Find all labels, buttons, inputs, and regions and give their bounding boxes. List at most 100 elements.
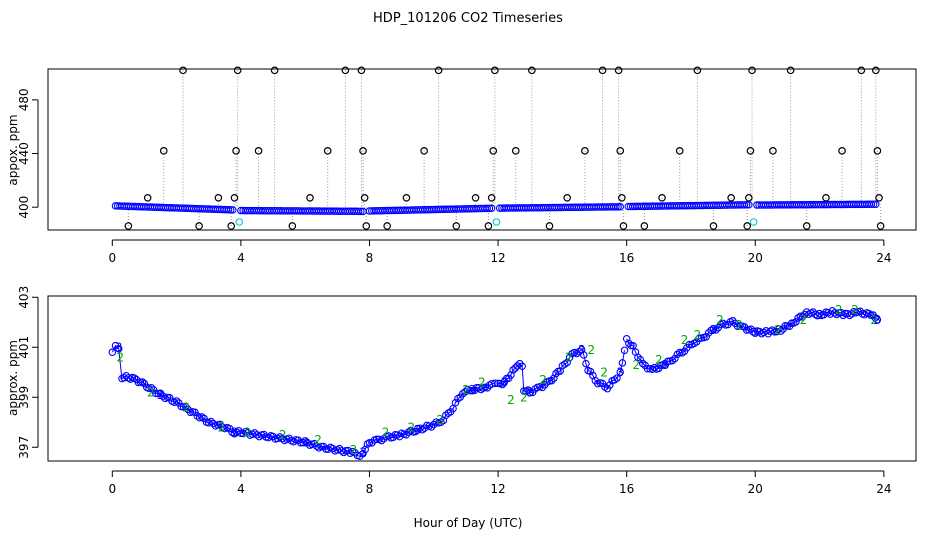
bottom-main-marker: 3 — [661, 358, 669, 372]
top-outlier-point — [876, 222, 885, 230]
bottom-x-tick-label: 4 — [237, 482, 245, 496]
top-y-tick-label: 440 — [17, 142, 31, 165]
top-outlier-point — [341, 66, 350, 75]
bottom-data-point — [620, 346, 629, 355]
bottom-data-point — [625, 339, 633, 348]
bottom-data-point — [847, 310, 856, 318]
bottom-data-point — [702, 333, 710, 341]
top-outlier-point — [484, 222, 493, 230]
bottom-data-point — [638, 359, 647, 368]
bottom-data-point — [622, 334, 631, 343]
bottom-data-point — [114, 344, 123, 353]
bottom-data-point — [276, 433, 284, 441]
top-outlier-point — [581, 147, 589, 155]
bottom-data-point — [526, 388, 534, 397]
bottom-data-point — [509, 366, 517, 374]
panel-top: 0 4 8 12 16 20 24 400 440 480 appox. ppm — [6, 66, 917, 265]
bottom-y-tick-label: 397 — [17, 436, 31, 459]
bottom-data-point — [634, 353, 642, 362]
bottom-data-point — [865, 309, 873, 318]
bottom-main-marker: 3 — [231, 425, 239, 439]
top-outlier-point — [270, 66, 279, 75]
bottom-main-marker: 3 — [469, 383, 477, 397]
bottom-x-tick-label: 20 — [748, 482, 763, 496]
bottom-data-point — [138, 378, 147, 386]
bottom-data-point — [372, 435, 381, 444]
bottom-data-point — [845, 311, 854, 320]
bottom-data-point — [147, 383, 156, 392]
bottom-data-point — [299, 438, 307, 447]
bottom-data-point — [491, 379, 499, 388]
top-outlier-point — [452, 222, 461, 230]
top-plot-frame — [47, 68, 917, 231]
top-outlier-point — [675, 147, 684, 155]
top-outlier-point — [802, 222, 811, 230]
bottom-main-marker: 3 — [157, 388, 165, 402]
bottom-alt-marker: 2 — [774, 323, 782, 337]
top-outlier-point — [362, 222, 371, 230]
bottom-data-point — [775, 325, 783, 333]
top-outlier-point — [511, 147, 520, 155]
bottom-main-marker: 3 — [301, 435, 309, 449]
bottom-data-point — [430, 420, 438, 429]
top-data-point — [483, 204, 491, 213]
bottom-alt-marker: 2 — [117, 350, 125, 364]
bottom-data-point — [451, 398, 460, 407]
bottom-data-point — [461, 388, 469, 396]
bottom-main-marker: 3 — [115, 340, 123, 354]
top-flagged-point — [749, 218, 758, 226]
top-outlier-point — [159, 147, 168, 155]
top-outlier-point — [357, 66, 366, 75]
bottom-alt-marker: 2 — [800, 313, 808, 327]
top-outlier-point — [233, 66, 242, 75]
bottom-data-point — [264, 433, 273, 442]
top-outlier-point — [748, 66, 756, 75]
bottom-alt-marker: 2 — [478, 375, 486, 389]
bottom-data-point — [427, 423, 436, 431]
top-outlier-point — [746, 147, 755, 155]
bottom-data-point — [661, 361, 669, 369]
bottom-data-point — [193, 412, 202, 420]
bottom-alt-marker: 2 — [565, 350, 573, 364]
top-outlier-point — [402, 194, 411, 202]
bottom-main-marker: 3 — [501, 375, 509, 389]
top-data-point — [614, 203, 622, 211]
top-outlier-point — [872, 66, 880, 75]
top-x-tick-label: 24 — [876, 251, 891, 265]
bottom-alt-marker: 2 — [218, 420, 226, 434]
bottom-data-point — [250, 429, 259, 437]
bottom-alt-marker: 2 — [587, 343, 595, 357]
top-outlier-point — [360, 194, 369, 202]
bottom-main-marker: 3 — [359, 445, 367, 459]
top-data-point — [354, 207, 363, 216]
top-data-point — [872, 200, 880, 208]
bottom-y-axis-title: approx. ppm — [6, 340, 20, 416]
top-outlier-point — [491, 66, 499, 75]
top-outlier-point — [288, 222, 297, 230]
bottom-x-tick-label: 24 — [876, 482, 891, 496]
bottom-alt-marker: 2 — [870, 313, 878, 327]
top-data-point — [616, 203, 624, 211]
bottom-data-point — [324, 445, 332, 453]
top-outlier-point — [875, 194, 883, 202]
bottom-alt-marker: 2 — [735, 318, 743, 332]
bottom-data-point — [513, 362, 522, 370]
bottom-alt-marker: 2 — [655, 353, 663, 367]
bottom-data-point — [792, 318, 800, 326]
top-outlier-point — [487, 194, 496, 202]
top-x-tick-label: 0 — [108, 251, 116, 265]
bottom-data-point — [613, 374, 621, 382]
bottom-data-point — [303, 438, 312, 447]
bottom-alt-marker: 2 — [694, 328, 702, 342]
top-outlier-point — [179, 66, 187, 75]
x-axis-title: Hour of Day (UTC) — [414, 516, 523, 530]
bottom-data-point — [207, 417, 215, 426]
top-outlier-point — [359, 147, 367, 155]
bottom-alt-marker: 2 — [520, 390, 528, 404]
bottom-data-point — [843, 309, 852, 318]
top-data-point — [869, 200, 878, 209]
top-data-point — [224, 205, 233, 214]
bottom-data-point — [538, 383, 547, 392]
